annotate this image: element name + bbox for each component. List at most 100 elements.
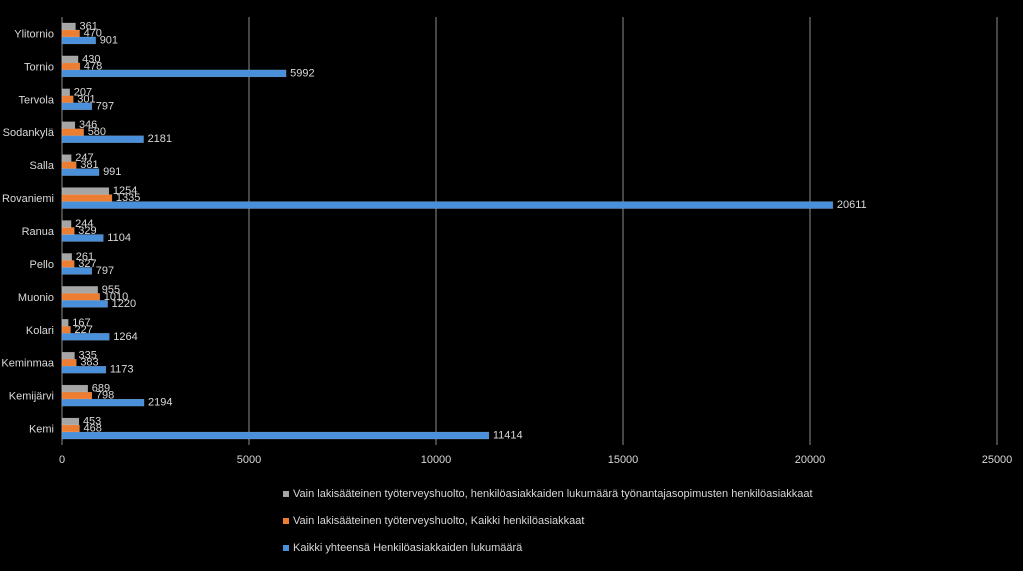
data-label-series-2: 1335 xyxy=(116,192,140,204)
x-tick-label: 0 xyxy=(59,454,65,466)
bar-series-1 xyxy=(61,220,72,228)
category-label: Tornio xyxy=(24,61,54,73)
data-label-series-3: 11414 xyxy=(493,430,523,442)
legend-swatch-series-1 xyxy=(283,491,289,498)
category-label: Pello xyxy=(30,259,54,271)
bar-series-3 xyxy=(61,168,100,176)
category-label: Ranua xyxy=(22,226,55,238)
category-label: Keminmaa xyxy=(1,358,54,370)
legend-item-series-3: Kaikki yhteensä Henkilöasiakkaiden lukum… xyxy=(283,540,813,567)
data-label-series-2: 478 xyxy=(84,60,102,72)
bar-series-2 xyxy=(61,62,81,71)
bar-series-1 xyxy=(61,253,73,261)
bar-series-1 xyxy=(61,286,98,294)
bar-series-1 xyxy=(61,22,76,31)
category-label: Tervola xyxy=(19,94,55,106)
bar-series-3 xyxy=(61,398,145,407)
legend-swatch-series-3 xyxy=(283,545,289,552)
data-label-series-3: 1264 xyxy=(113,331,137,343)
data-label-series-3: 1173 xyxy=(110,364,134,376)
bar-series-3 xyxy=(61,333,110,341)
bar-series-2 xyxy=(61,95,74,104)
data-label-series-1: 346 xyxy=(79,119,97,131)
data-label-series-3: 991 xyxy=(103,166,121,178)
data-label-series-3: 1220 xyxy=(112,298,136,310)
category-label: Sodankylä xyxy=(3,127,55,139)
data-label-series-2: 1010 xyxy=(104,291,128,303)
bar-series-2 xyxy=(61,29,80,38)
category-label: Kemijärvi xyxy=(9,391,54,403)
legend-label-series-2: Vain lakisääteinen työterveyshuolto, Kai… xyxy=(293,515,585,527)
bar-series-3 xyxy=(61,267,93,275)
data-label-series-1: 244 xyxy=(75,218,93,230)
data-label-series-3: 2194 xyxy=(148,397,172,409)
bar-series-1 xyxy=(61,121,76,129)
data-label-series-3: 2181 xyxy=(148,133,172,145)
category-label: Rovaniemi xyxy=(2,193,54,205)
bar-series-1 xyxy=(61,384,89,393)
data-label-series-2: 798 xyxy=(96,390,114,402)
category-label: Salla xyxy=(30,160,55,172)
data-label-series-3: 5992 xyxy=(290,67,314,79)
category-label: Kolari xyxy=(26,325,54,337)
bar-series-3 xyxy=(61,69,287,78)
legend-item-series-2: Vain lakisääteinen työterveyshuolto, Kai… xyxy=(283,513,813,540)
bar-series-2 xyxy=(61,293,101,301)
legend-label-series-1: Vain lakisääteinen työterveyshuolto, hen… xyxy=(293,488,813,500)
data-label-series-2: 580 xyxy=(88,126,106,138)
data-label-series-2: 383 xyxy=(80,357,98,369)
data-label-series-2: 468 xyxy=(84,423,102,435)
data-label-series-2: 227 xyxy=(74,324,92,336)
data-label-series-2: 470 xyxy=(84,27,102,39)
bar-series-1 xyxy=(61,154,72,162)
bar-series-2 xyxy=(61,424,80,433)
legend-label-series-3: Kaikki yhteensä Henkilöasiakkaiden lukum… xyxy=(293,542,523,554)
bar-series-2 xyxy=(61,326,71,334)
bar-series-2 xyxy=(61,161,77,169)
data-label-series-2: 301 xyxy=(77,93,95,105)
category-label: Muonio xyxy=(18,292,54,304)
data-label-series-1: 430 xyxy=(82,53,100,65)
data-label-series-1: 955 xyxy=(102,284,120,296)
x-tick-label: 5000 xyxy=(237,454,261,466)
data-label-series-3: 797 xyxy=(96,265,114,277)
data-label-series-3: 901 xyxy=(100,34,118,46)
bar-series-3 xyxy=(61,135,144,143)
data-label-series-2: 329 xyxy=(78,225,96,237)
data-label-series-2: 327 xyxy=(78,258,96,270)
bar-series-2 xyxy=(61,128,84,136)
x-tick-label: 20000 xyxy=(795,454,826,466)
data-label-series-1: 689 xyxy=(92,383,110,395)
bar-series-3 xyxy=(61,201,834,209)
bar-series-2 xyxy=(61,260,75,268)
legend-item-series-1: Vain lakisääteinen työterveyshuolto, hen… xyxy=(283,486,813,513)
data-label-series-1: 361 xyxy=(80,20,98,32)
bar-series-3 xyxy=(61,431,490,440)
data-label-series-2: 381 xyxy=(80,159,98,171)
category-label: Ylitornio xyxy=(14,28,54,40)
bar-series-2 xyxy=(61,194,113,202)
bar-series-1 xyxy=(61,88,70,97)
bar-series-3 xyxy=(61,36,96,45)
bar-series-2 xyxy=(61,358,77,367)
bar-series-1 xyxy=(61,55,79,64)
bar-series-1 xyxy=(61,417,80,426)
bar-series-2 xyxy=(61,227,75,235)
legend-swatch-series-2 xyxy=(283,518,289,525)
data-label-series-3: 797 xyxy=(96,100,114,112)
legend: Vain lakisääteinen työterveyshuolto, hen… xyxy=(283,486,813,567)
data-label-series-1: 207 xyxy=(74,86,92,98)
category-label: Kemi xyxy=(29,424,54,436)
data-label-series-1: 167 xyxy=(72,317,90,329)
data-label-series-1: 261 xyxy=(76,251,94,263)
x-tick-label: 10000 xyxy=(421,454,452,466)
bar-series-1 xyxy=(61,319,69,327)
bar-series-1 xyxy=(61,187,110,195)
bar-series-3 xyxy=(61,365,107,374)
bar-series-3 xyxy=(61,300,108,308)
data-label-series-3: 1104 xyxy=(107,232,131,244)
bar-series-2 xyxy=(61,391,93,400)
data-label-series-1: 247 xyxy=(75,152,93,164)
bar-series-1 xyxy=(61,351,75,360)
